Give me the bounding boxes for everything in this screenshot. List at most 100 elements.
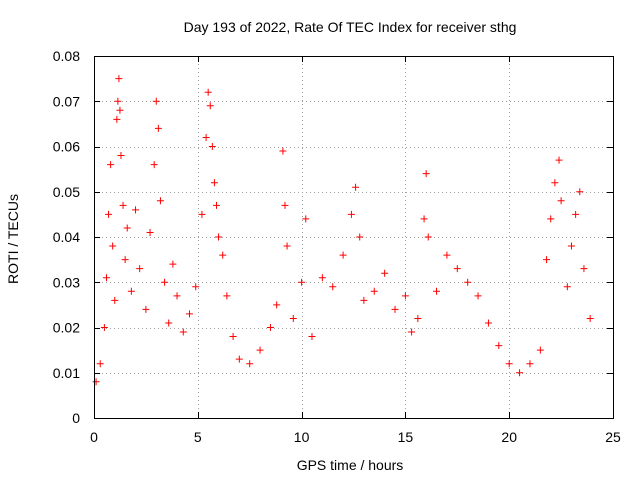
data-point — [215, 233, 223, 241]
data-point — [298, 278, 306, 286]
data-point — [474, 292, 482, 300]
chart-title: Day 193 of 2022, Rate Of TEC Index for r… — [184, 19, 517, 35]
data-point — [586, 314, 594, 322]
y-tick-label: 0.06 — [53, 139, 80, 155]
data-points — [92, 75, 594, 386]
data-point — [152, 97, 160, 105]
y-tick-label: 0.03 — [53, 274, 80, 290]
data-point — [580, 265, 588, 273]
data-point — [212, 201, 220, 209]
data-point — [169, 260, 177, 268]
data-point — [165, 319, 173, 327]
data-point — [92, 378, 100, 386]
data-point — [401, 292, 409, 300]
data-point — [206, 102, 214, 110]
data-point — [96, 360, 104, 368]
data-point — [557, 197, 565, 205]
data-point — [547, 215, 555, 223]
data-point — [105, 210, 113, 218]
data-point — [576, 188, 584, 196]
data-point — [109, 242, 117, 250]
data-point — [100, 324, 108, 331]
data-point — [433, 287, 441, 295]
data-point — [422, 170, 430, 178]
data-point — [302, 215, 310, 223]
data-point — [223, 292, 231, 300]
data-point — [208, 143, 216, 150]
data-point — [420, 215, 428, 223]
data-point — [551, 179, 559, 187]
data-point — [453, 265, 461, 273]
data-point — [329, 283, 337, 291]
data-point — [142, 305, 150, 313]
y-tick-label: 0.01 — [53, 365, 80, 381]
data-point — [136, 265, 144, 273]
data-point — [107, 161, 115, 169]
data-point — [339, 251, 347, 259]
grid-lines — [94, 56, 613, 418]
data-point — [204, 88, 212, 96]
data-point — [408, 328, 416, 336]
data-point — [202, 133, 210, 141]
data-point — [281, 201, 289, 209]
data-point — [567, 242, 575, 250]
data-point — [156, 197, 164, 205]
data-point — [150, 161, 158, 169]
x-tick-labels: 0 5 10 15 20 25 — [90, 429, 621, 445]
data-point — [484, 319, 492, 327]
y-axis-label: ROTI / TECUs — [5, 194, 21, 284]
data-point — [381, 269, 389, 277]
data-point — [543, 256, 551, 264]
data-point — [246, 360, 254, 368]
data-point — [192, 283, 200, 291]
data-point — [161, 278, 169, 286]
x-tick-label: 20 — [501, 429, 517, 445]
data-point — [464, 278, 472, 286]
data-point — [123, 224, 131, 232]
data-point — [146, 228, 154, 236]
data-point — [347, 210, 355, 218]
data-point — [414, 314, 422, 322]
x-tick-label: 5 — [194, 429, 202, 445]
data-point — [113, 115, 121, 123]
data-point — [289, 314, 297, 322]
y-tick-label: 0.05 — [53, 184, 80, 200]
data-point — [505, 360, 513, 368]
data-point — [210, 179, 218, 187]
data-point — [563, 283, 571, 291]
data-point — [198, 210, 206, 218]
data-point — [283, 242, 291, 250]
data-point — [115, 75, 123, 83]
y-tick-label: 0.08 — [53, 48, 80, 64]
data-point — [117, 152, 125, 160]
data-point — [572, 210, 580, 218]
data-point — [308, 333, 316, 341]
data-point — [127, 287, 135, 295]
data-point — [370, 287, 378, 295]
data-point — [424, 233, 432, 241]
data-point — [495, 342, 503, 350]
data-point — [116, 106, 124, 114]
data-point — [235, 355, 243, 363]
y-tick-label: 0.07 — [53, 93, 80, 109]
x-tick-label: 10 — [294, 429, 310, 445]
y-tick-label: 0 — [72, 410, 80, 426]
y-tick-label: 0.02 — [53, 320, 80, 336]
data-point — [102, 274, 110, 282]
y-tick-label: 0.04 — [53, 229, 80, 245]
data-point — [536, 346, 544, 354]
data-point — [132, 206, 140, 214]
data-point — [185, 310, 193, 318]
data-point — [219, 251, 227, 259]
data-point — [526, 360, 534, 368]
data-point — [111, 296, 119, 304]
data-point — [318, 274, 326, 282]
data-point — [516, 369, 524, 377]
x-tick-label: 0 — [90, 429, 98, 445]
data-point — [352, 183, 360, 191]
data-point — [119, 201, 127, 209]
data-point — [391, 305, 399, 313]
data-point — [555, 156, 563, 164]
data-point — [443, 251, 451, 259]
